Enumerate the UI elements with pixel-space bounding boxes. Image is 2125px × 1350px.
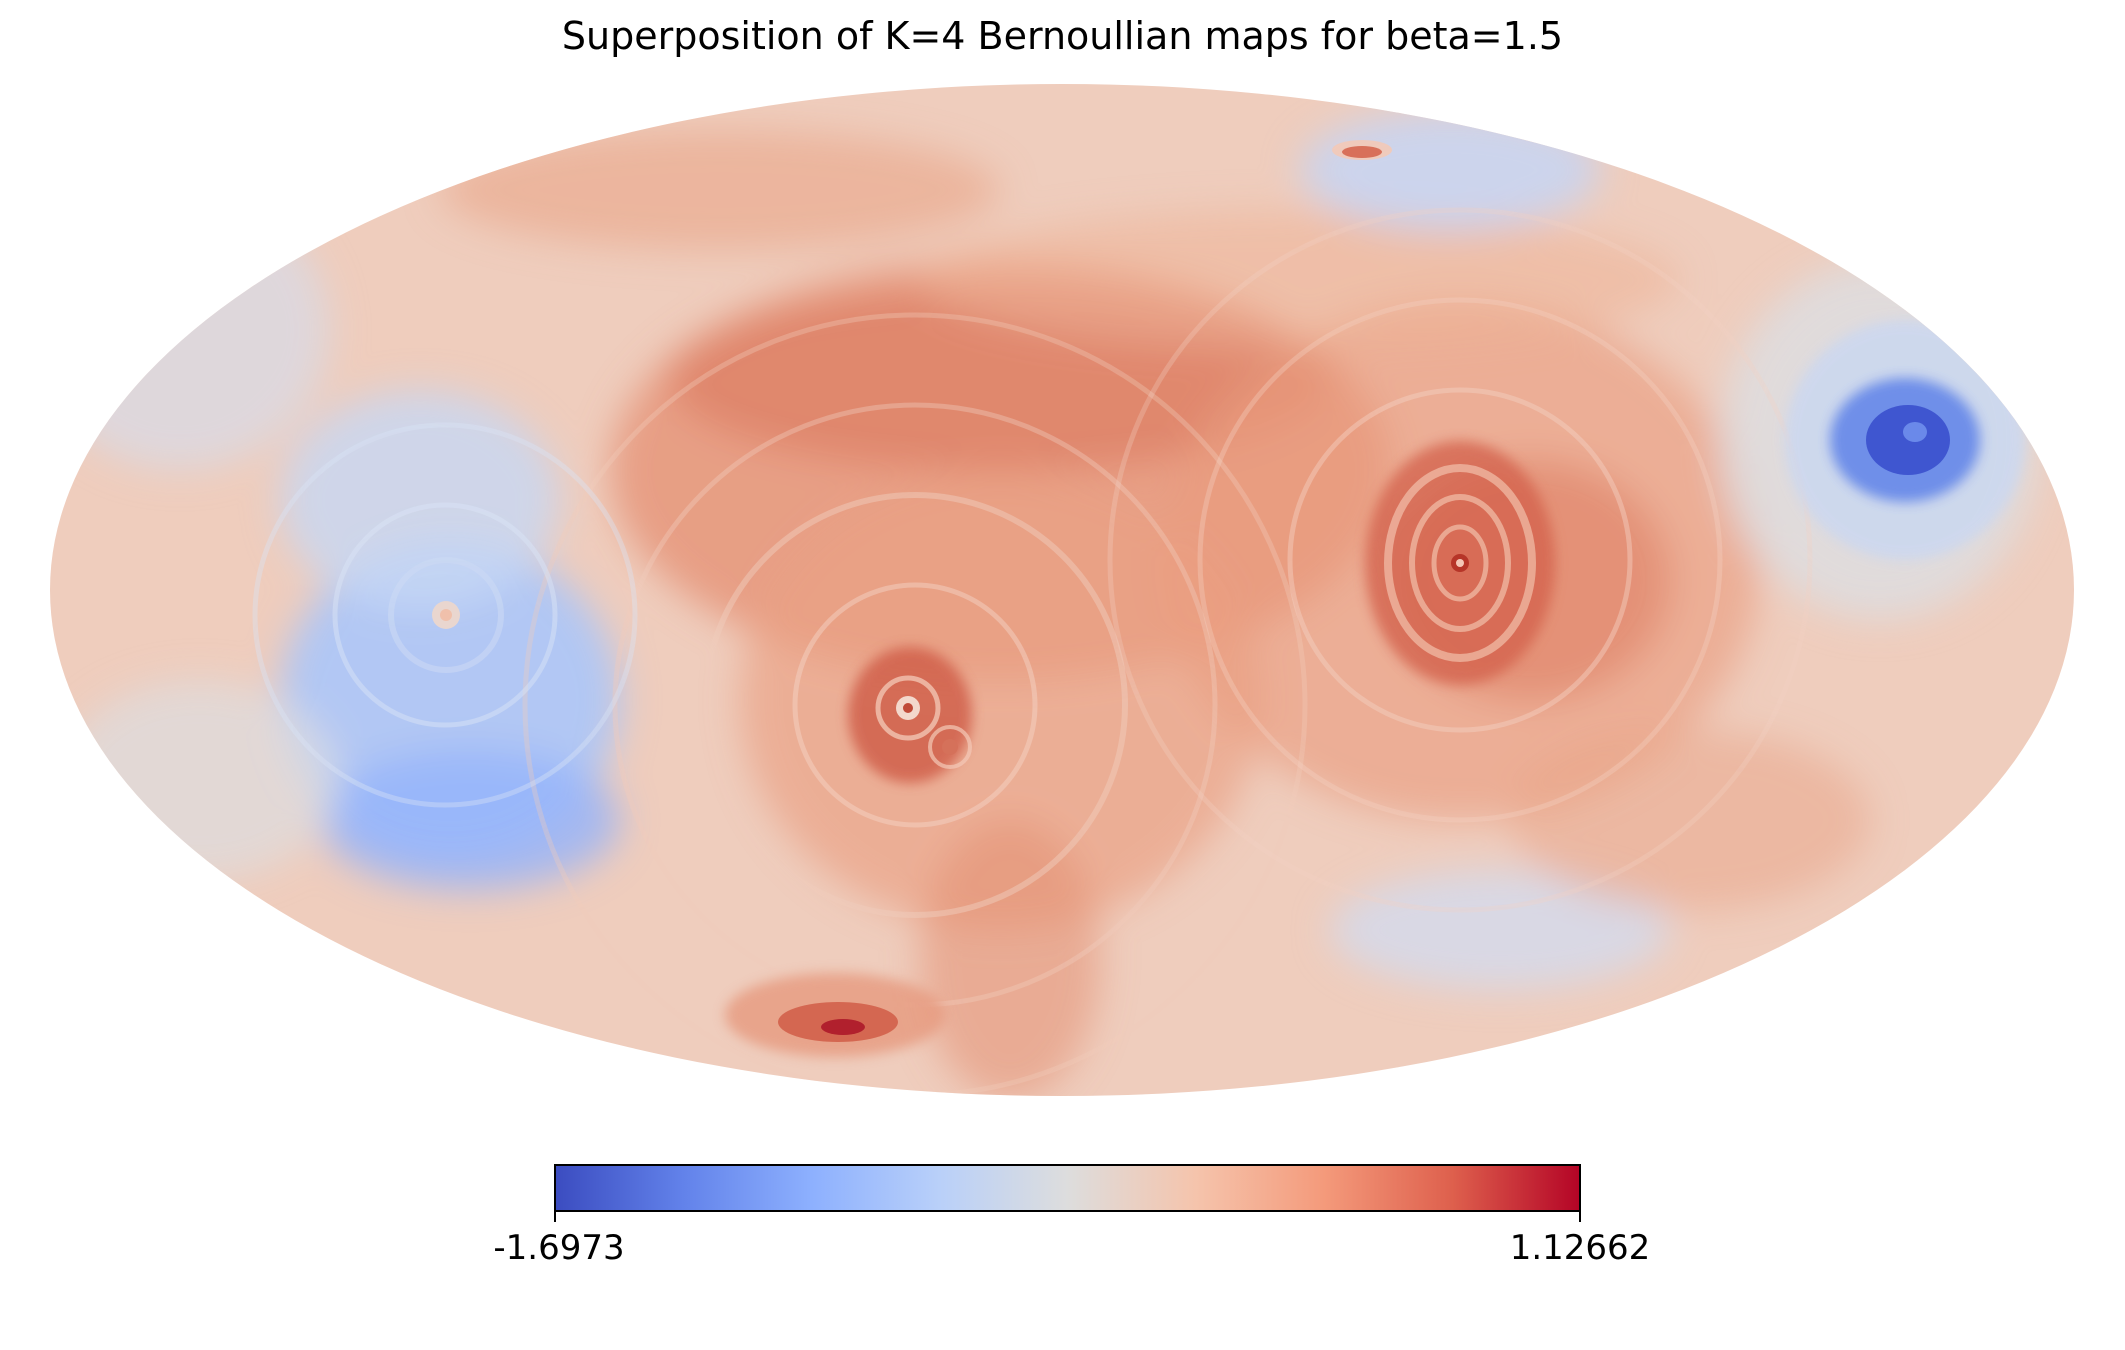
colorbar-max-label: 1.12662	[1509, 1228, 1651, 1268]
hot-spot-south	[725, 973, 945, 1057]
spot-north	[1332, 140, 1392, 160]
map-title: Superposition of K=4 Bernoullian maps fo…	[561, 14, 1564, 58]
ring-center-right	[1365, 441, 1555, 685]
double-ring-center	[848, 647, 972, 783]
colorbar	[554, 1164, 1581, 1212]
colorbar-min-label: -1.6973	[493, 1228, 625, 1268]
blue-spot-east	[1785, 320, 2025, 560]
cool-region-west	[388, 557, 504, 673]
sky-map	[50, 84, 2074, 1096]
